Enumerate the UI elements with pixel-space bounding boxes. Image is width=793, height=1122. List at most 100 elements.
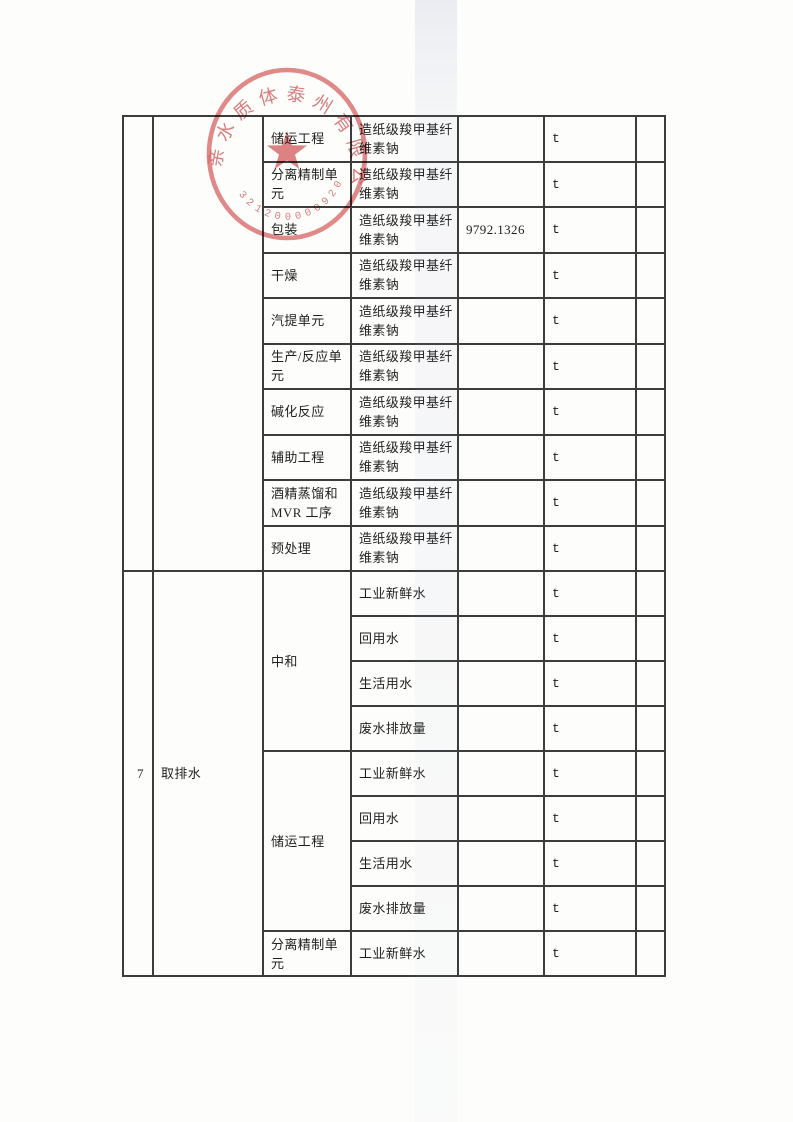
water-type-cell: 工业新鲜水 — [350, 750, 459, 797]
category-cell — [152, 115, 264, 572]
table-row: 生活用水 t — [123, 840, 666, 887]
table-row: 干燥 造纸级羧甲基纤维素钠 t — [123, 251, 666, 299]
water-type-cell: 生活用水 — [350, 660, 459, 707]
value-cell — [457, 885, 545, 932]
product-name-cell: 造纸级羧甲基纤维素钠 — [350, 388, 459, 436]
table-row: 分离精制单元 工业新鲜水 t — [123, 930, 666, 977]
product-name-cell: 造纸级羧甲基纤维素钠 — [350, 160, 459, 208]
process-unit-cell: 储运工程 — [262, 115, 352, 163]
value-cell — [457, 524, 545, 572]
spare-cell — [635, 660, 666, 707]
value-cell — [457, 479, 545, 527]
process-unit-cell: 分离精制单元 — [262, 930, 352, 977]
process-unit-cell: 中和 — [262, 570, 352, 752]
product-name-cell: 造纸级羧甲基纤维素钠 — [350, 524, 459, 572]
measure-unit-cell: t — [543, 885, 637, 932]
product-name-cell: 造纸级羧甲基纤维素钠 — [350, 342, 459, 390]
spare-cell — [635, 930, 666, 977]
measure-unit-cell: t — [543, 660, 637, 707]
spare-cell — [635, 840, 666, 887]
process-unit-cell: 包装 — [262, 206, 352, 254]
measure-unit-cell: t — [543, 433, 637, 481]
category-cell: 取排水 — [152, 570, 264, 977]
value-cell — [457, 297, 545, 345]
value-cell: 9792.1326 — [457, 206, 545, 254]
measure-unit-cell: t — [543, 524, 637, 572]
water-type-cell: 回用水 — [350, 795, 459, 842]
value-cell — [457, 115, 545, 163]
value-cell — [457, 750, 545, 797]
value-cell — [457, 660, 545, 707]
measure-unit-cell: t — [543, 615, 637, 662]
spare-cell — [635, 479, 666, 527]
water-type-cell: 工业新鲜水 — [350, 570, 459, 617]
table-row: 生产/反应单元 造纸级羧甲基纤维素钠 t — [123, 342, 666, 390]
product-name-cell: 造纸级羧甲基纤维素钠 — [350, 433, 459, 481]
spare-cell — [635, 524, 666, 572]
spare-cell — [635, 570, 666, 617]
product-name-cell: 造纸级羧甲基纤维素钠 — [350, 251, 459, 299]
process-unit-cell: 储运工程 — [262, 750, 352, 932]
spare-cell — [635, 388, 666, 436]
process-unit-cell: 碱化反应 — [262, 388, 352, 436]
product-name-cell: 造纸级羧甲基纤维素钠 — [350, 206, 459, 254]
table-row: 储运工程 造纸级羧甲基纤维素钠 t — [122, 115, 666, 572]
product-name-cell: 造纸级羧甲基纤维素钠 — [350, 115, 459, 163]
process-unit-cell: 分离精制单元 — [262, 160, 352, 208]
process-unit-cell: 汽提单元 — [262, 297, 352, 345]
value-cell — [457, 388, 545, 436]
value-cell — [457, 570, 545, 617]
process-unit-cell: 酒精蒸馏和MVR 工序 — [262, 479, 352, 527]
product-name-cell: 造纸级羧甲基纤维素钠 — [350, 479, 459, 527]
table-row: 7 取排水 中和 工业新鲜水 t — [122, 570, 666, 977]
table-row: 储运工程 工业新鲜水 t — [123, 750, 666, 932]
table-row: 汽提单元 造纸级羧甲基纤维素钠 t — [123, 297, 666, 345]
water-type-cell: 废水排放量 — [350, 705, 459, 752]
measure-unit-cell: t — [543, 795, 637, 842]
measure-unit-cell: t — [543, 342, 637, 390]
spare-cell — [635, 705, 666, 752]
table-row: 预处理 造纸级羧甲基纤维素钠 t — [123, 524, 666, 572]
measure-unit-cell: t — [543, 930, 637, 977]
measure-unit-cell: t — [543, 115, 637, 163]
measure-unit-cell: t — [543, 750, 637, 797]
measure-unit-cell: t — [543, 297, 637, 345]
spare-cell — [635, 115, 666, 163]
table-row: 生活用水 t — [123, 660, 666, 707]
process-unit-cell: 干燥 — [262, 251, 352, 299]
row-number-cell: 7 — [122, 570, 154, 977]
production-water-table: 储运工程 造纸级羧甲基纤维素钠 t 分离精制单元 造纸级羧甲基纤维素钠 t 包装 造纸级羧甲基… — [122, 115, 666, 977]
spare-cell — [635, 342, 666, 390]
table-row: 辅助工程 造纸级羧甲基纤维素钠 t — [123, 433, 666, 481]
measure-unit-cell: t — [543, 570, 637, 617]
spare-cell — [635, 750, 666, 797]
spare-cell — [635, 615, 666, 662]
table-row: 废水排放量 t — [123, 885, 666, 932]
value-cell — [457, 705, 545, 752]
process-unit-cell: 生产/反应单元 — [262, 342, 352, 390]
water-type-cell: 废水排放量 — [350, 885, 459, 932]
table-row: 碱化反应 造纸级羧甲基纤维素钠 t — [123, 388, 666, 436]
measure-unit-cell: t — [543, 388, 637, 436]
measure-unit-cell: t — [543, 705, 637, 752]
value-cell — [457, 795, 545, 842]
table-row: 回用水 t — [123, 795, 666, 842]
spare-cell — [635, 297, 666, 345]
water-type-cell: 生活用水 — [350, 840, 459, 887]
measure-unit-cell: t — [543, 479, 637, 527]
spare-cell — [635, 251, 666, 299]
table-row: 废水排放量 t — [123, 705, 666, 752]
measure-unit-cell: t — [543, 840, 637, 887]
value-cell — [457, 433, 545, 481]
measure-unit-cell: t — [543, 206, 637, 254]
spare-cell — [635, 160, 666, 208]
water-type-cell: 工业新鲜水 — [350, 930, 459, 977]
value-cell — [457, 160, 545, 208]
table-row: 回用水 t — [123, 615, 666, 662]
value-cell — [457, 840, 545, 887]
value-cell — [457, 615, 545, 662]
value-cell — [457, 342, 545, 390]
product-name-cell: 造纸级羧甲基纤维素钠 — [350, 297, 459, 345]
water-type-cell: 回用水 — [350, 615, 459, 662]
